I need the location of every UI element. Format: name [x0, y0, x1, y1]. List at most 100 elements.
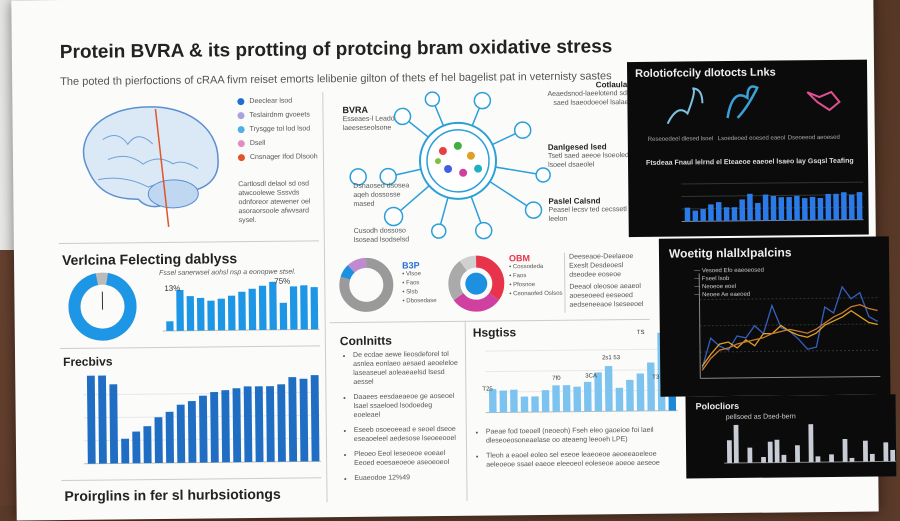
bar	[244, 386, 253, 462]
legend-dot-icon	[238, 126, 245, 133]
dark-panel-bars: Polocliors pellsoed as Dsed-bern	[685, 394, 896, 478]
data-label: 3CA	[585, 373, 597, 379]
verlcina-bar-chart: 13%75%	[154, 277, 320, 339]
legend-item: Deeclear lsod	[237, 97, 322, 105]
x-axis	[700, 376, 880, 378]
bar	[584, 382, 592, 412]
network-diagram	[342, 90, 554, 242]
bar	[311, 375, 320, 461]
bar	[311, 287, 319, 329]
bar	[825, 194, 831, 220]
bar	[266, 386, 275, 462]
bar	[143, 426, 151, 463]
verlcina-title: Verlcina Felecting dablyss	[62, 250, 237, 268]
donut-legend-item: • Dbosedase	[402, 297, 436, 306]
bar	[626, 380, 634, 411]
data-label: 75%	[274, 277, 290, 285]
brain-illustration	[67, 98, 228, 230]
bar	[771, 196, 777, 221]
bar	[778, 197, 784, 220]
bar	[637, 373, 645, 411]
bar	[510, 390, 518, 413]
dark1-title: Rolotiofccily dlotocts Lnks	[635, 67, 776, 80]
bar	[763, 195, 769, 221]
bar	[166, 412, 174, 463]
frecbivs-title: Frecbivs	[63, 354, 113, 369]
bar	[207, 301, 215, 331]
data-label: 7f0	[552, 376, 561, 382]
bar	[288, 377, 297, 462]
bar	[616, 388, 624, 411]
bar	[269, 282, 277, 330]
donut-legend-item: • Slsb	[402, 288, 436, 297]
bar	[121, 439, 129, 464]
donut-legend-b3p: B3P• Vlsoe• Faos• Slsb• Dbosedase	[402, 260, 437, 306]
legend-dot-icon	[237, 112, 244, 119]
bar	[802, 198, 808, 220]
bar	[724, 207, 730, 221]
bar	[732, 207, 738, 221]
gridline	[700, 324, 880, 326]
protein-structures	[657, 82, 858, 134]
bar	[188, 401, 196, 463]
bar	[761, 457, 766, 463]
legend-item: Teslairdnm gvoeets	[237, 111, 322, 119]
bar	[218, 299, 226, 331]
bar	[552, 385, 560, 412]
line-chart	[689, 271, 890, 388]
bar	[542, 390, 550, 412]
bar	[810, 197, 816, 220]
poster-subtitle: The poted th pierfoctions of cRAA fivm r…	[60, 70, 612, 88]
dark-panel-lines: Woetitg nlallxlpalcins — Vesoed Efo eaeo…	[659, 236, 891, 396]
verlcina-donut	[64, 271, 145, 342]
bar	[277, 384, 286, 462]
legend-item: Dsell	[238, 139, 323, 147]
bar	[700, 209, 706, 221]
list-item: Euaeodoe 12%49	[354, 473, 459, 483]
bar	[500, 391, 508, 413]
bar	[531, 396, 539, 412]
bar	[685, 208, 691, 222]
bar	[841, 192, 847, 220]
bar	[647, 362, 655, 410]
legend-dot-icon	[238, 140, 245, 147]
bar	[249, 289, 257, 330]
bar	[693, 211, 699, 222]
bar	[794, 196, 800, 221]
bar	[605, 366, 613, 411]
bar	[255, 386, 264, 462]
bar	[563, 385, 571, 412]
bar	[716, 202, 722, 221]
list-item: Tleoh a eaoel eoleo sel eseoe leaeoeoe a…	[486, 450, 671, 470]
dark1-chart-title: Ftsdeaa Fnaul lelrnd el Eteaeoe eaeoel l…	[646, 158, 854, 167]
bar	[290, 286, 298, 329]
series-line	[702, 310, 879, 366]
bar	[890, 450, 895, 461]
y-axis	[699, 273, 700, 378]
series-line	[701, 286, 878, 368]
dark2-title: Woetitg nlallxlpalcins	[669, 245, 792, 260]
donut-legend-item: • Ceonaofed Oslsos	[509, 290, 562, 300]
network-note-2: Cusodh dossoso lsosead lsodselsd	[354, 226, 424, 245]
bar	[849, 195, 855, 220]
hsgtiss-list: Paeae fod toeoell (neoeoh) Fseh eleo gao…	[486, 426, 671, 476]
bar	[727, 440, 732, 463]
bar	[166, 321, 173, 331]
legend-dot-icon	[238, 154, 245, 161]
bottom-section-title: Proirglins in fer sl hurbsiotiongs	[64, 486, 280, 504]
bar	[300, 379, 309, 462]
network-note-1: Dsnaosed dsosea aqeh dossosse mased	[353, 181, 423, 209]
bar	[154, 417, 162, 463]
bar	[228, 296, 236, 331]
donut-chart-obm	[446, 253, 507, 314]
dark3-title: Polocliors	[696, 401, 740, 411]
verlcina-caption: Fssel sanerwsel aohsl nsp a eonopwe stse…	[159, 268, 296, 278]
list-item: De ecdae aewe lieosdeforel tol asnlea eo…	[353, 350, 458, 387]
grouped-bar-chart	[716, 419, 897, 471]
bar	[786, 197, 792, 220]
poster-title: Protein BVRA & its protting of protcing …	[60, 36, 613, 64]
